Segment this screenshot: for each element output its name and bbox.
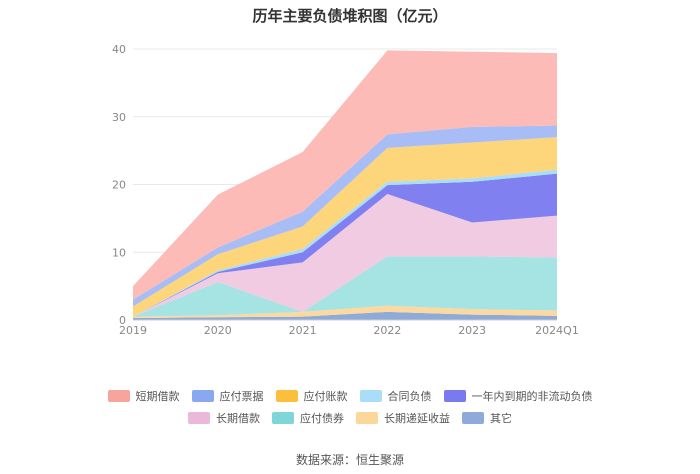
legend-label: 应付账款 [303, 390, 348, 403]
legend-row: 短期借款 应付票据 应付账款 合同负债 一年内到期的非流动负债 [0, 388, 700, 404]
area-series [133, 256, 557, 317]
legend-item[interactable]: 应付票据 [191, 388, 264, 404]
legend-swatch [443, 390, 466, 402]
y-tick-label: 20 [112, 179, 126, 192]
y-tick-label: 0 [119, 314, 126, 327]
legend-swatch [188, 412, 210, 424]
legend-label: 一年内到期的非流动负债 [471, 390, 593, 403]
x-tick-label: 2023 [458, 324, 486, 337]
area-series [133, 311, 557, 320]
legend-label: 应付债券 [300, 412, 344, 425]
legend-swatch [359, 390, 382, 402]
area-series [133, 305, 557, 318]
legend-item[interactable]: 短期借款 [107, 388, 180, 404]
legend-swatch [272, 412, 294, 424]
x-tick-label: 2020 [204, 324, 232, 337]
legend-swatch [275, 390, 298, 402]
legend-row: 长期借款 应付债券 长期递延收益 其它 [0, 410, 700, 426]
legend-item[interactable]: 应付账款 [275, 388, 348, 404]
data-source: 数据来源：恒生聚源 [295, 453, 404, 467]
area-series [133, 173, 557, 317]
legend-item[interactable]: 应付债券 [272, 410, 344, 426]
x-tick-label: 2024Q1 [535, 324, 579, 337]
legend-swatch [191, 390, 214, 402]
legend: 短期借款 应付票据 应付账款 合同负债 一年内到期的非流动负债 长期借款 应付债券 长期递延… [0, 388, 700, 432]
chart-title: 历年主要负债堆积图（亿元） [252, 7, 448, 25]
area-series [133, 50, 557, 300]
x-tick-label: 2022 [373, 324, 401, 337]
legend-item[interactable]: 长期递延收益 [356, 410, 450, 426]
legend-label: 其它 [490, 412, 512, 425]
y-tick-label: 40 [112, 43, 126, 56]
legend-swatch [462, 412, 484, 424]
legend-item[interactable]: 合同负债 [359, 388, 432, 404]
legend-label: 长期借款 [216, 412, 260, 425]
area-series [133, 137, 557, 317]
legend-label: 应付票据 [219, 390, 264, 403]
area-series [133, 193, 557, 317]
legend-swatch [356, 412, 378, 424]
legend-label: 长期递延收益 [384, 412, 450, 425]
legend-item[interactable]: 长期借款 [188, 410, 260, 426]
x-tick-label: 2019 [119, 324, 147, 337]
legend-label: 合同负债 [387, 390, 432, 403]
legend-label: 短期借款 [135, 390, 180, 403]
x-tick-label: 2021 [289, 324, 317, 337]
y-tick-label: 30 [112, 111, 126, 124]
y-tick-label: 10 [112, 246, 126, 259]
legend-swatch [107, 390, 130, 402]
legend-item[interactable]: 一年内到期的非流动负债 [443, 388, 593, 404]
legend-item[interactable]: 其它 [462, 410, 512, 426]
stacked-area-chart: 0 10 20 30 40 2019 2020 2021 2022 2023 2024Q1 [112, 43, 579, 337]
